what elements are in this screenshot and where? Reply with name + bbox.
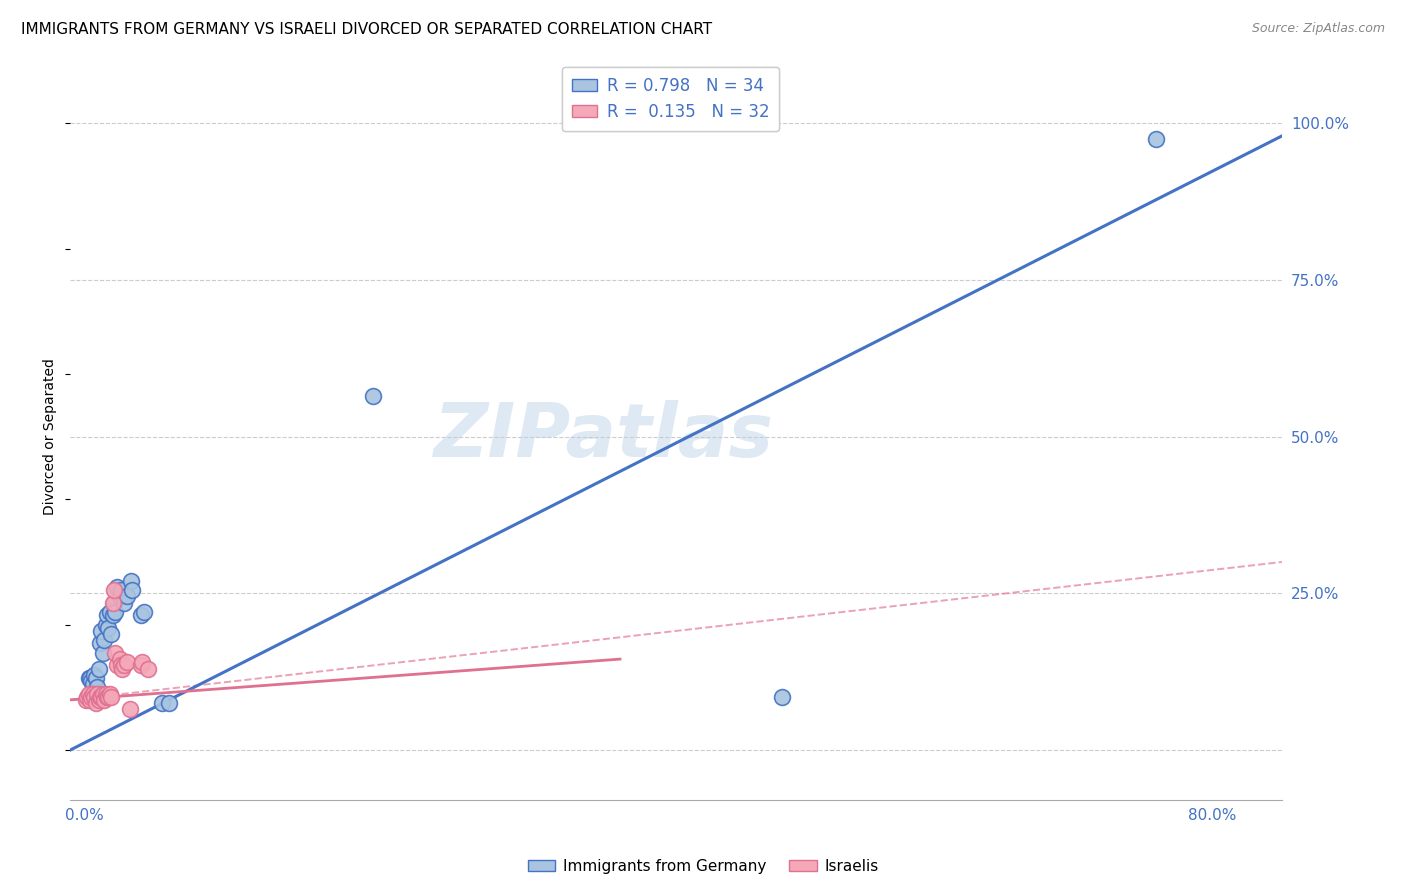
Point bbox=[770, 690, 793, 704]
Point bbox=[93, 693, 115, 707]
Point bbox=[90, 690, 112, 704]
Point bbox=[115, 590, 138, 604]
Point bbox=[75, 693, 97, 707]
Point bbox=[110, 658, 132, 673]
Point bbox=[118, 702, 141, 716]
Point bbox=[104, 605, 127, 619]
Point bbox=[103, 596, 125, 610]
Point bbox=[105, 580, 128, 594]
Point bbox=[79, 693, 101, 707]
Point bbox=[131, 655, 153, 669]
Point bbox=[108, 652, 131, 666]
Point bbox=[110, 583, 132, 598]
Point bbox=[136, 661, 159, 675]
Text: ZIPatlas: ZIPatlas bbox=[433, 401, 773, 473]
Point bbox=[76, 690, 98, 704]
Point bbox=[112, 658, 135, 673]
Text: Source: ZipAtlas.com: Source: ZipAtlas.com bbox=[1251, 22, 1385, 36]
Point bbox=[112, 596, 135, 610]
Point bbox=[86, 687, 108, 701]
Point bbox=[94, 687, 117, 701]
Point bbox=[80, 673, 103, 688]
Point bbox=[100, 627, 122, 641]
Legend: Immigrants from Germany, Israelis: Immigrants from Germany, Israelis bbox=[522, 853, 884, 880]
Point bbox=[79, 671, 101, 685]
Point bbox=[82, 687, 104, 701]
Point bbox=[129, 658, 152, 673]
Point bbox=[91, 687, 114, 701]
Point bbox=[87, 693, 110, 707]
Point bbox=[84, 671, 107, 685]
Text: IMMIGRANTS FROM GERMANY VS ISRAELI DIVORCED OR SEPARATED CORRELATION CHART: IMMIGRANTS FROM GERMANY VS ISRAELI DIVOR… bbox=[21, 22, 713, 37]
Point bbox=[84, 696, 107, 710]
Point bbox=[100, 690, 122, 704]
Point bbox=[83, 690, 105, 704]
Point bbox=[77, 687, 100, 701]
Point bbox=[97, 621, 120, 635]
Point bbox=[94, 617, 117, 632]
Point bbox=[93, 633, 115, 648]
Y-axis label: Divorced or Separated: Divorced or Separated bbox=[44, 358, 58, 515]
Point bbox=[104, 646, 127, 660]
Point bbox=[132, 605, 155, 619]
Point bbox=[98, 687, 121, 701]
Point bbox=[87, 661, 110, 675]
Point bbox=[86, 681, 108, 695]
Point bbox=[1144, 132, 1167, 146]
Point bbox=[150, 696, 173, 710]
Legend: R = 0.798   N = 34, R =  0.135   N = 32: R = 0.798 N = 34, R = 0.135 N = 32 bbox=[561, 67, 779, 131]
Point bbox=[121, 583, 143, 598]
Point bbox=[120, 574, 142, 588]
Point bbox=[363, 389, 385, 403]
Point bbox=[80, 690, 103, 704]
Point bbox=[103, 583, 125, 598]
Point bbox=[77, 671, 100, 685]
Point bbox=[97, 690, 120, 704]
Point bbox=[91, 646, 114, 660]
Point bbox=[115, 655, 138, 669]
Point bbox=[129, 608, 152, 623]
Point bbox=[108, 590, 131, 604]
Point bbox=[98, 605, 121, 619]
Point bbox=[157, 696, 180, 710]
Point bbox=[82, 677, 104, 691]
Point bbox=[89, 690, 111, 704]
Point bbox=[96, 608, 118, 623]
Point bbox=[89, 636, 111, 650]
Point bbox=[96, 690, 118, 704]
Point bbox=[111, 661, 134, 675]
Point bbox=[90, 624, 112, 638]
Point bbox=[101, 608, 124, 623]
Point bbox=[101, 596, 124, 610]
Point bbox=[105, 658, 128, 673]
Point bbox=[83, 667, 105, 681]
